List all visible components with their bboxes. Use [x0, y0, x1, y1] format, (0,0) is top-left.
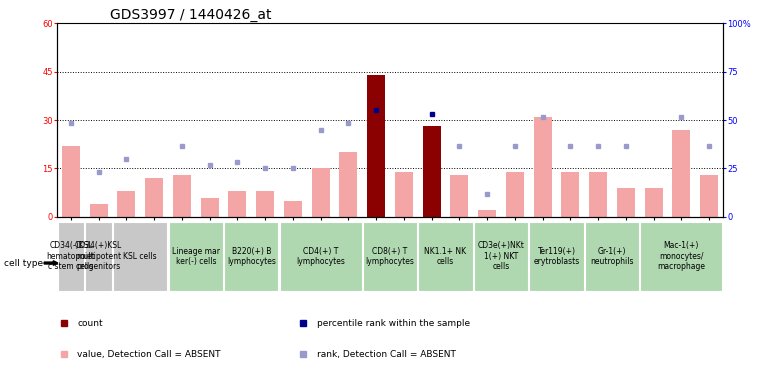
Text: Ter119(+)
erytroblasts: Ter119(+) erytroblasts [533, 247, 580, 266]
Text: CD8(+) T
lymphocytes: CD8(+) T lymphocytes [365, 247, 415, 266]
Bar [279, 222, 361, 291]
Bar [367, 75, 385, 217]
Bar [419, 222, 473, 291]
Bar [169, 222, 223, 291]
Text: Lineage mar
ker(-) cells: Lineage mar ker(-) cells [172, 247, 220, 266]
Bar [700, 175, 718, 217]
Text: value, Detection Call = ABSENT: value, Detection Call = ABSENT [77, 350, 221, 359]
Bar [228, 191, 247, 217]
Bar [422, 126, 441, 217]
Bar [62, 146, 80, 217]
Text: rank, Detection Call = ABSENT: rank, Detection Call = ABSENT [317, 350, 456, 359]
Bar [117, 191, 135, 217]
Bar [617, 188, 635, 217]
Bar [58, 222, 84, 291]
Bar [85, 222, 112, 291]
Bar [201, 198, 218, 217]
Bar [284, 201, 302, 217]
Bar [145, 178, 163, 217]
Bar [312, 169, 330, 217]
Bar [640, 222, 722, 291]
Text: KSL cells: KSL cells [123, 252, 157, 261]
Text: percentile rank within the sample: percentile rank within the sample [317, 319, 470, 328]
Bar [589, 172, 607, 217]
Bar [395, 172, 413, 217]
Bar [363, 222, 417, 291]
Bar [672, 130, 690, 217]
Text: NK1.1+ NK
cells: NK1.1+ NK cells [425, 247, 466, 266]
Bar [533, 117, 552, 217]
Text: CD34(-)KSL
hematopoiet
c stem cells: CD34(-)KSL hematopoiet c stem cells [46, 242, 95, 271]
Text: Mac-1(+)
monocytes/
macrophage: Mac-1(+) monocytes/ macrophage [658, 242, 705, 271]
Text: B220(+) B
lymphocytes: B220(+) B lymphocytes [227, 247, 275, 266]
Text: GDS3997 / 1440426_at: GDS3997 / 1440426_at [110, 8, 272, 22]
Bar [584, 222, 639, 291]
Bar [645, 188, 663, 217]
Bar [113, 222, 167, 291]
Bar [256, 191, 274, 217]
Bar [478, 210, 496, 217]
Bar [224, 222, 279, 291]
Bar [451, 175, 468, 217]
Text: CD34(+)KSL
multipotent
progenitors: CD34(+)KSL multipotent progenitors [75, 242, 123, 271]
Bar [506, 172, 524, 217]
Bar [90, 204, 108, 217]
Bar [339, 152, 358, 217]
Text: Gr-1(+)
neutrophils: Gr-1(+) neutrophils [591, 247, 634, 266]
Text: CD4(+) T
lymphocytes: CD4(+) T lymphocytes [296, 247, 345, 266]
Bar [562, 172, 579, 217]
Text: CD3e(+)NKt
1(+) NKT
cells: CD3e(+)NKt 1(+) NKT cells [478, 242, 524, 271]
Bar [530, 222, 584, 291]
Text: cell type: cell type [4, 258, 43, 268]
Bar [173, 175, 191, 217]
Text: count: count [77, 319, 103, 328]
Bar [474, 222, 528, 291]
